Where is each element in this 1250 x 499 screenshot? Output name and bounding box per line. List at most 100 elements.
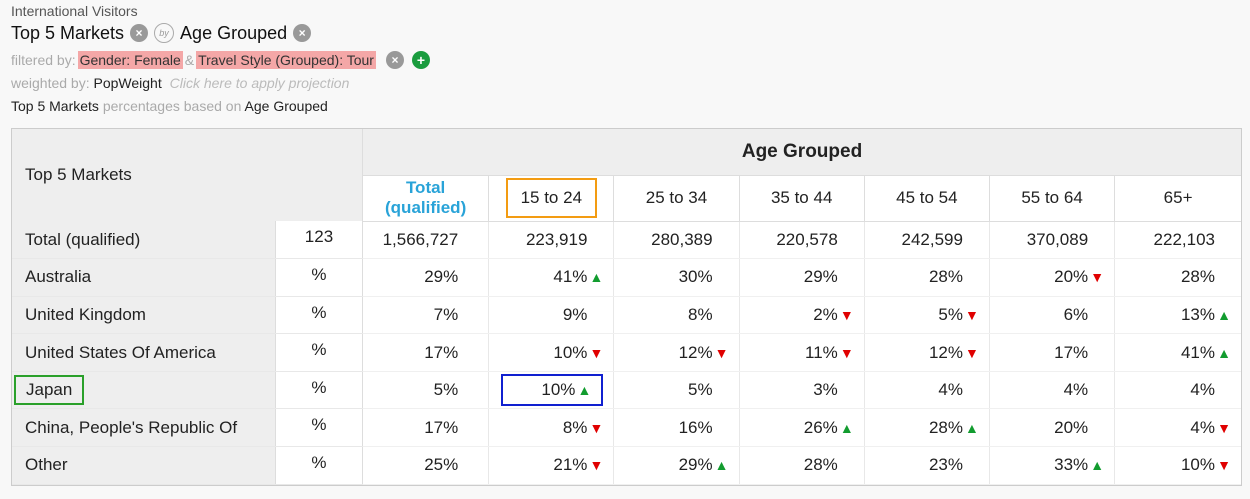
filter-chip-travel-style[interactable]: Travel Style (Grouped): Tour (196, 51, 376, 69)
row-statistic: % (275, 446, 364, 485)
table-cell[interactable]: 26% ▲ (739, 408, 865, 448)
table-cell[interactable]: 1,566,727 (362, 221, 490, 260)
table-cell[interactable]: 41% ▲ (488, 258, 615, 297)
table-cell[interactable]: 223,919 (488, 221, 615, 260)
cell-value: 1,566,727 (382, 229, 459, 249)
table-body: Total (qualified) 123 1,566,727 223,919 280,… (12, 221, 1241, 485)
row-label[interactable]: Australia (12, 258, 276, 297)
weight-row: weighted by: PopWeight Click here to app… (11, 72, 711, 95)
cell-value: 29% (803, 267, 838, 287)
triangle-down-icon: ▼ (965, 306, 979, 323)
table-cell[interactable]: 9% (488, 296, 615, 335)
row-label[interactable]: Japan (12, 371, 276, 410)
table-cell[interactable]: 5% ▼ (864, 296, 990, 335)
table-cell[interactable]: 8% ▼ (488, 408, 615, 448)
column-header-35-to-44[interactable]: 35 to 44 (739, 175, 865, 222)
weight-variable[interactable]: PopWeight (93, 75, 162, 91)
title-row: Top 5 Markets × by Age Grouped × (11, 20, 711, 46)
table-cell[interactable]: 222,103 (1114, 221, 1241, 260)
cell-value: 17% (424, 342, 459, 362)
table-cell[interactable]: 242,599 (864, 221, 990, 260)
cell-value: 222,103 (1153, 229, 1215, 249)
column-header-highlight: 15 to 24 (505, 178, 598, 218)
table-cell[interactable]: 10% ▼ (1114, 446, 1241, 485)
table-cell[interactable]: 10% ▼ (488, 333, 615, 372)
table-cell[interactable]: 12% ▼ (613, 333, 740, 372)
table-cell[interactable]: 17% (362, 408, 490, 448)
table-header: International Visitors Top 5 Markets × b… (11, 2, 711, 118)
row-label[interactable]: Total (qualified) (12, 221, 276, 260)
table-cell[interactable]: 33% ▲ (989, 446, 1116, 485)
row-label[interactable]: China, People's Republic Of (12, 408, 276, 448)
cell-value: 11% (805, 342, 838, 362)
column-header-15-to-24[interactable]: 15 to 24 (488, 175, 615, 222)
table-cell[interactable]: 30% (613, 258, 740, 297)
table-cell[interactable]: 4% (864, 371, 990, 410)
column-group-header[interactable]: Age Grouped (362, 129, 1241, 176)
table-cell[interactable]: 280,389 (613, 221, 740, 260)
row-label-highlight: Japan (14, 375, 85, 406)
column-header-55-to-64[interactable]: 55 to 64 (989, 175, 1116, 222)
remove-filter-icon[interactable]: × (385, 51, 404, 69)
table-cell[interactable]: 2% ▼ (739, 296, 865, 335)
table-cell[interactable]: 20% (989, 408, 1116, 448)
table-cell[interactable]: 28% (864, 258, 990, 297)
row-label[interactable]: United Kingdom (12, 296, 276, 335)
table-cell[interactable]: 3% (739, 371, 865, 410)
table-cell[interactable]: 10% ▲ (488, 371, 615, 410)
cell-value: 29% (678, 455, 713, 475)
table-row: United States Of America% 17% 10% ▼ 12% ▼ 11% ▼… (12, 333, 1241, 372)
table-cell[interactable]: 29% (739, 258, 865, 297)
table-cell[interactable]: 220,578 (739, 221, 865, 260)
table-cell[interactable]: 23% (864, 446, 990, 485)
table-cell[interactable]: 28% (739, 446, 865, 485)
remove-row-variable-icon[interactable]: × (130, 24, 149, 42)
table-cell[interactable]: 29% ▲ (613, 446, 740, 485)
triangle-up-icon: ▲ (1217, 344, 1231, 361)
by-icon[interactable]: by (154, 23, 175, 43)
table-cell[interactable]: 4% (989, 371, 1116, 410)
column-header-25-to-34[interactable]: 25 to 34 (613, 175, 740, 222)
table-cell[interactable]: 370,089 (989, 221, 1116, 260)
filter-chip-gender[interactable]: Gender: Female (77, 51, 183, 69)
row-label[interactable]: Other (12, 446, 276, 485)
table-cell[interactable]: 17% (362, 333, 490, 372)
row-label[interactable]: United States Of America (12, 333, 276, 372)
table-cell[interactable]: 13% ▲ (1114, 296, 1241, 335)
row-variable[interactable]: Top 5 Markets (11, 22, 125, 43)
basis-row: Top 5 Markets percentages based on Age G… (11, 95, 711, 118)
cell-value: 21% (553, 455, 588, 475)
cell-value: 4% (1190, 380, 1215, 400)
table-cell[interactable]: 25% (362, 446, 490, 485)
table-cell[interactable]: 17% (989, 333, 1116, 372)
table-cell[interactable]: 4% (1114, 371, 1241, 410)
add-filter-icon[interactable]: + (411, 51, 430, 69)
column-variable[interactable]: Age Grouped (180, 22, 288, 43)
cell-value: 17% (424, 417, 459, 437)
table-cell[interactable]: 11% ▼ (739, 333, 865, 372)
basis-row-variable: Top 5 Markets (11, 98, 99, 114)
table-cell[interactable]: 29% (362, 258, 490, 297)
table-cell[interactable]: 20% ▼ (989, 258, 1116, 297)
table-cell[interactable]: 5% (362, 371, 490, 410)
table-cell[interactable]: 6% (989, 296, 1116, 335)
triangle-down-icon: ▼ (839, 344, 854, 361)
table-cell[interactable]: 5% (613, 371, 740, 410)
basis-column-variable: Age Grouped (244, 98, 328, 114)
table-cell[interactable]: 12% ▼ (864, 333, 990, 372)
column-header-65-plus[interactable]: 65+ (1114, 175, 1241, 222)
column-header-total[interactable]: Total (qualified) (362, 175, 490, 222)
table-cell[interactable]: 28% (1114, 258, 1241, 297)
table-cell[interactable]: 8% (613, 296, 740, 335)
remove-column-variable-icon[interactable]: × (293, 24, 312, 42)
filter-join: & (184, 52, 195, 68)
column-header-45-to-54[interactable]: 45 to 54 (864, 175, 990, 222)
table-cell[interactable]: 16% (613, 408, 740, 448)
apply-projection-link[interactable]: Click here to apply projection (169, 75, 350, 91)
table-cell[interactable]: 4% ▼ (1114, 408, 1241, 448)
table-cell[interactable]: 28% ▲ (864, 408, 990, 448)
table-cell[interactable]: 41% ▲ (1114, 333, 1241, 372)
row-statistic: 123 (275, 221, 364, 260)
table-cell[interactable]: 21% ▼ (488, 446, 615, 485)
table-cell[interactable]: 7% (362, 296, 490, 335)
